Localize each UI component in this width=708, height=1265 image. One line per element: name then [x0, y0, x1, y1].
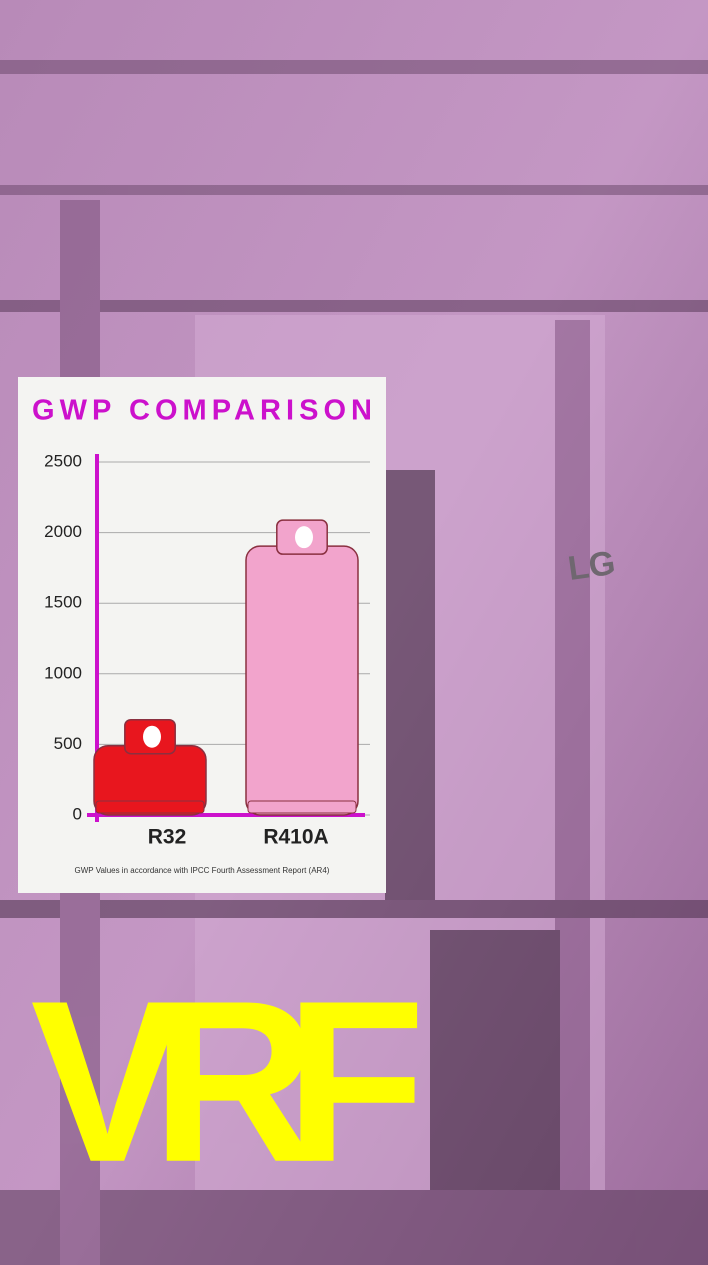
y-tick-label: 500 [54, 734, 82, 753]
cylinder-hole [295, 526, 313, 549]
y-tick-label: 1500 [44, 593, 82, 612]
cylinder-body [245, 545, 359, 816]
x-tick-label: R410A [263, 826, 328, 849]
cylinder-base [95, 800, 205, 814]
y-tick-label: 2000 [44, 522, 82, 541]
y-tick-label: 2500 [44, 451, 82, 470]
headline: VRF [31, 953, 426, 1210]
logo: LG [566, 544, 618, 588]
cylinder-base [247, 800, 357, 814]
plot: 0 500 1000 1500 2000 2500 R32 R410A [44, 451, 370, 849]
y-tick-label: 1000 [44, 663, 82, 682]
footnote: GWP Values in accordance with IPCC Fourt… [75, 866, 330, 875]
cylinder-hole [143, 725, 161, 748]
y-tick-label: 0 [73, 804, 82, 823]
x-tick-label: R32 [148, 826, 187, 849]
